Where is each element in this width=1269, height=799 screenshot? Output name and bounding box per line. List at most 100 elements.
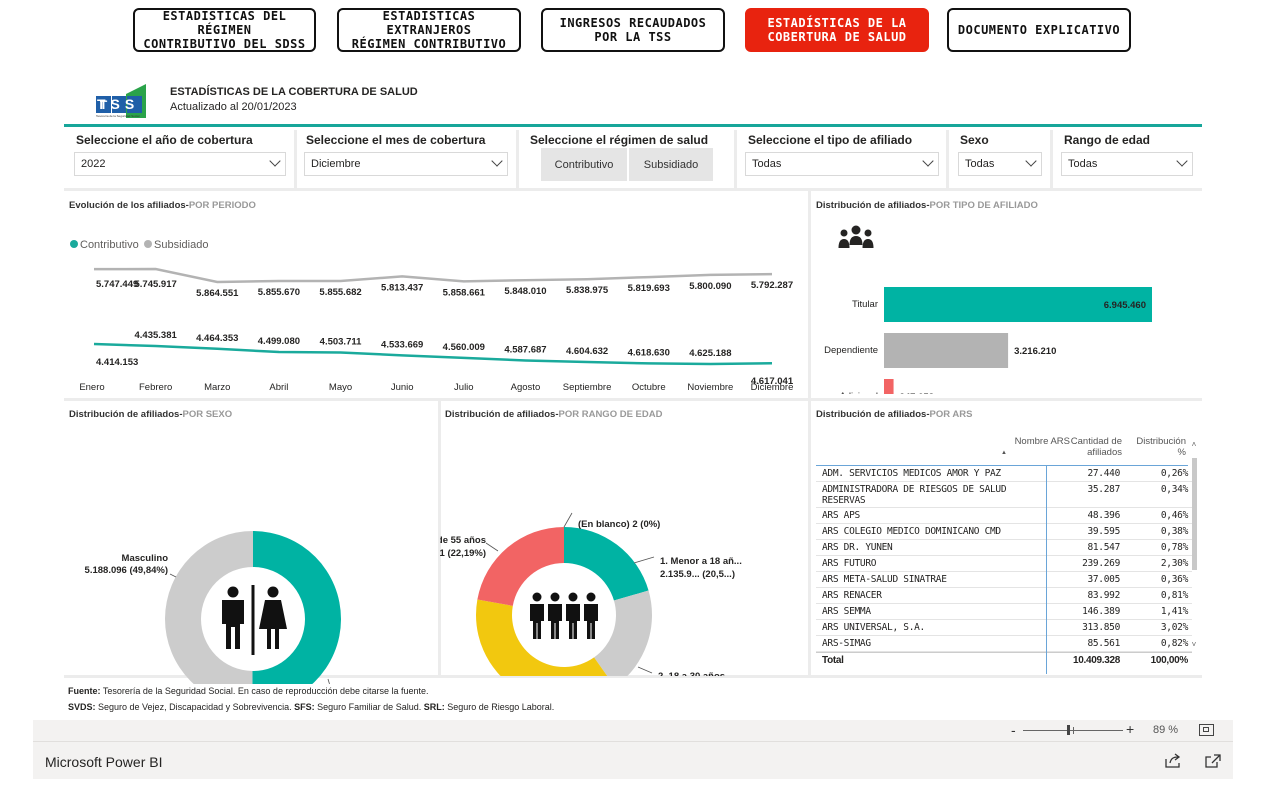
sort-indicator-icon: ▲ — [1001, 450, 1007, 456]
type-dropdown[interactable]: Todas — [745, 152, 939, 176]
slice-value-label: 2.309.801 (22,19%) — [440, 548, 486, 559]
data-label: 4.604.632 — [566, 346, 608, 357]
ars-count-cell: 37.005 — [1087, 574, 1120, 585]
ars-table-row[interactable]: ARS-SIMAG 85.561 0,82% — [816, 636, 1192, 652]
slicer-sex: Sexo Todas — [954, 130, 1046, 190]
donut-slice-age-2[interactable] — [594, 590, 652, 676]
ars-count-cell: 239.269 — [1082, 558, 1120, 569]
ars-dist-cell: 2,30% — [1160, 558, 1188, 569]
ars-dist-cell: 0,81% — [1160, 590, 1188, 601]
age-dropdown[interactable]: Todas — [1061, 152, 1193, 176]
ars-count-cell: 83.992 — [1087, 590, 1120, 601]
report-canvas: T TSS Tesorería de la Seguridad Social E… — [64, 74, 1202, 718]
ars-dist-cell: 3,02% — [1160, 622, 1188, 633]
nav-button-regimen-contributivo[interactable]: ESTADÍSTICAS DEL RÉGIMEN CONTRIBUTIVO DEL… — [133, 8, 316, 52]
scrollbar-thumb[interactable] — [1192, 458, 1197, 570]
donut-slice-masculino[interactable] — [164, 531, 253, 684]
x-tick-label: Septiembre — [563, 382, 612, 393]
ars-count-cell: 313.850 — [1082, 622, 1120, 633]
x-tick-label: Abril — [269, 382, 288, 393]
header-nombre-ars[interactable]: Nombre ARS — [1014, 436, 1070, 447]
x-tick-label: Julio — [454, 382, 474, 393]
popout-icon[interactable] — [1204, 753, 1222, 769]
bar-value-label: 247.658 — [900, 392, 934, 394]
data-label: 4.435.381 — [135, 330, 178, 341]
sex-chart-title: Distribución de afiliados-POR SEXO — [69, 409, 233, 420]
nav-button-documento[interactable]: DOCUMENTO EXPLICATIVO — [947, 8, 1131, 52]
data-label: 4.618.630 — [628, 347, 670, 358]
zoom-out-button[interactable]: - — [1011, 722, 1016, 738]
regime-option-contributivo[interactable]: Contributivo — [541, 148, 627, 181]
data-label: 5.813.437 — [381, 282, 423, 293]
ars-name-cell: ADM. SERVICIOS MEDICOS AMOR Y PAZ — [822, 468, 1001, 479]
header-distribucion[interactable]: Distribución % — [1136, 436, 1186, 458]
donut-slice-age-4[interactable] — [477, 527, 564, 606]
ars-table-scrollbar[interactable]: ˄ ˅ — [1190, 440, 1198, 654]
x-tick-label: Diciembre — [751, 382, 794, 393]
ars-table-row[interactable]: ARS META-SALUD SINATRAE 37.005 0,36% — [816, 572, 1192, 588]
bar-category-label: Titular — [852, 299, 878, 310]
ars-count-cell: 48.396 — [1087, 510, 1120, 521]
powerbi-link[interactable]: Microsoft Power BI — [45, 754, 163, 770]
fit-to-page-icon[interactable] — [1199, 724, 1214, 736]
donut-slice-age-1[interactable] — [564, 527, 649, 601]
year-dropdown[interactable]: 2022 — [74, 152, 286, 176]
data-label: 5.745.917 — [135, 279, 177, 290]
nav-button-extranjeros[interactable]: ESTADÍSTICAS EXTRANJEROS RÉGIMEN CONTRIBU… — [337, 8, 521, 52]
type-chart-title: Distribución de afiliados-POR TIPO DE AF… — [816, 200, 1038, 211]
ars-name-cell: ARS SEMMA — [822, 606, 871, 617]
slice-value-label: 5.188.096 (49,84%) — [85, 565, 168, 576]
slicer-type: Seleccione el tipo de afiliado Todas — [742, 130, 942, 190]
bar-dependiente[interactable] — [884, 333, 1009, 368]
ars-table-row[interactable]: ADMINISTRADORA DE RIESGOS DE SALUD RESER… — [816, 482, 1192, 508]
bar-titular[interactable] — [884, 287, 1152, 322]
ars-dist-cell: 0,34% — [1160, 484, 1188, 495]
sex-dropdown[interactable]: Todas — [958, 152, 1042, 176]
zoom-slider-thumb[interactable] — [1067, 725, 1070, 735]
scroll-down-icon[interactable]: ˅ — [1191, 640, 1197, 649]
bar-adicional[interactable] — [884, 379, 894, 394]
ars-table: Nombre ARS ▲ Cantidad de afiliados Distr… — [816, 432, 1192, 674]
data-label: 4.560.009 — [443, 342, 485, 353]
data-label: 4.533.669 — [381, 339, 423, 350]
zoom-in-button[interactable]: + — [1126, 721, 1135, 737]
ars-table-row[interactable]: ARS SEMMA 146.389 1,41% — [816, 604, 1192, 620]
updated-date: Actualizado al 20/01/2023 — [170, 101, 297, 113]
ars-name-cell: ARS COLEGIO MEDICO DOMINICANO CMD — [822, 526, 1001, 537]
donut-slice-femenino[interactable] — [252, 531, 341, 684]
legend-label: Subsidiado — [154, 239, 208, 251]
data-label: 4.587.687 — [504, 344, 546, 355]
x-tick-label: Agosto — [511, 382, 541, 393]
ars-count-cell: 146.389 — [1082, 606, 1120, 617]
ars-table-title: Distribución de afiliados-POR ARS — [816, 409, 973, 420]
chevron-down-icon — [922, 155, 934, 167]
gender-icon — [222, 585, 287, 655]
ars-name-cell: ADMINISTRADORA DE RIESGOS DE SALUD RESER… — [822, 484, 1007, 506]
x-tick-label: Mayo — [329, 382, 352, 393]
month-dropdown[interactable]: Diciembre — [304, 152, 508, 176]
ars-table-row[interactable]: ARS COLEGIO MEDICO DOMINICANO CMD 39.595 0… — [816, 524, 1192, 540]
legend-marker — [70, 240, 78, 248]
regime-option-subsidiado[interactable]: Subsidiado — [629, 148, 713, 181]
share-icon[interactable] — [1164, 753, 1182, 769]
section-divider — [64, 398, 1202, 401]
ars-table-row[interactable]: ARS APS 48.396 0,46% — [816, 508, 1192, 524]
ars-table-row[interactable]: ADM. SERVICIOS MEDICOS AMOR Y PAZ 27.440 0… — [816, 466, 1192, 482]
report-title: ESTADÍSTICAS DE LA COBERTURA DE SALUD — [170, 86, 418, 98]
ars-table-row[interactable]: ARS FUTURO 239.269 2,30% — [816, 556, 1192, 572]
ars-table-row[interactable]: ARS DR. YUNEN 81.547 0,78% — [816, 540, 1192, 556]
ars-name-cell: ARS META-SALUD SINATRAE — [822, 574, 947, 585]
scroll-up-icon[interactable]: ˄ — [1191, 440, 1197, 449]
chevron-down-icon — [1176, 155, 1188, 167]
nav-button-ingresos[interactable]: INGRESOS RECAUDADOS POR LA TSS — [541, 8, 725, 52]
ars-table-row[interactable]: ARS RENACER 83.992 0,81% — [816, 588, 1192, 604]
slicer-divider — [516, 130, 519, 188]
ars-dist-cell: 0,38% — [1160, 526, 1188, 537]
donut-slice-age-3[interactable] — [476, 599, 615, 676]
ars-table-row[interactable]: ARS UNIVERSAL, S.A. 313.850 3,02% — [816, 620, 1192, 636]
data-label: 5.855.670 — [258, 287, 300, 298]
data-label: 5.747.449 — [96, 279, 138, 290]
nav-button-cobertura-salud[interactable]: ESTADÍSTICAS DE LA COBERTURA DE SALUD — [745, 8, 929, 52]
slice-value-label: 2.135.9... (20,5...) — [660, 569, 735, 580]
header-cantidad[interactable]: Cantidad de afiliados — [1070, 436, 1122, 458]
